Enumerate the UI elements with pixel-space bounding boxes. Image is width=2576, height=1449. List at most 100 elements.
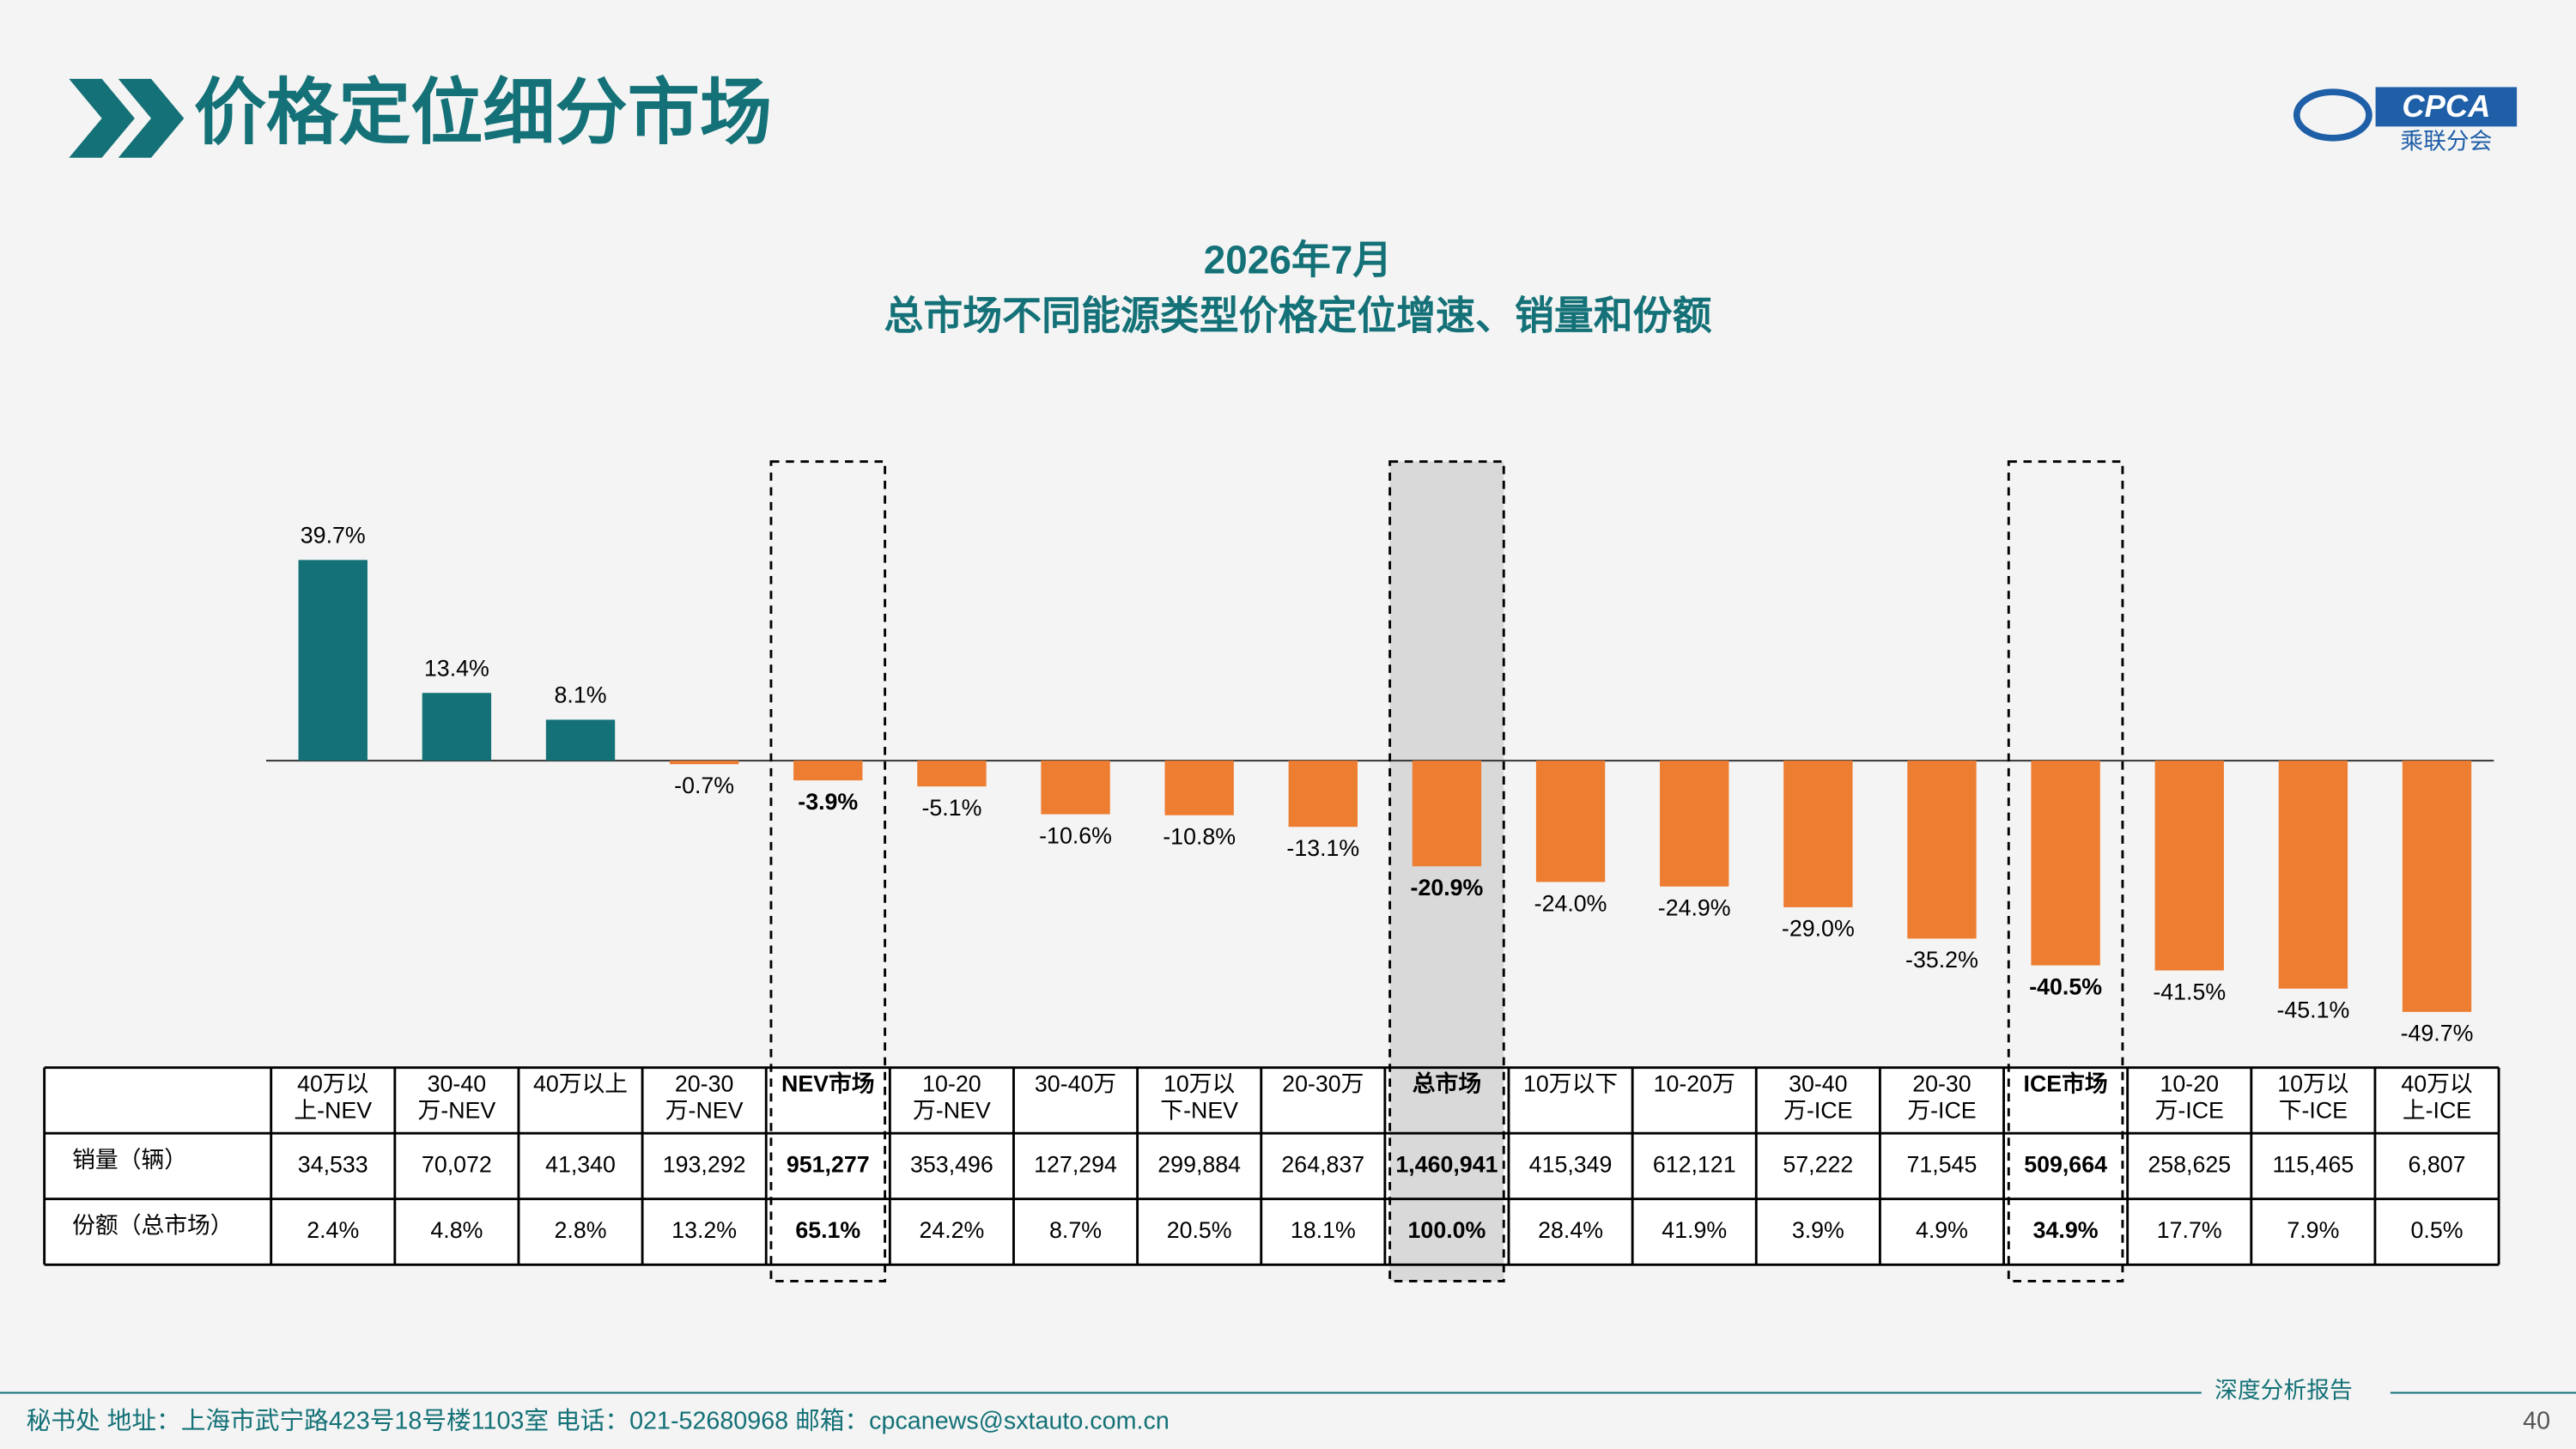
- value-label: -5.1%: [921, 795, 981, 821]
- category-line: 30-40: [428, 1071, 486, 1097]
- category-line: 20-30: [1912, 1071, 1971, 1097]
- bar: [917, 761, 987, 787]
- bar: [1660, 761, 1729, 887]
- table-cell: 0.5%: [2411, 1217, 2464, 1243]
- value-label: 8.1%: [555, 682, 607, 708]
- table-cell: 509,664: [2024, 1152, 2107, 1178]
- category-line: 万-NEV: [913, 1097, 991, 1123]
- footer-contact: 秘书处 地址：上海市武宁路423号18号楼1103室 电话：021-526809…: [27, 1408, 1170, 1435]
- table-cell: 34,533: [298, 1152, 368, 1178]
- bar: [1907, 761, 1977, 939]
- bar: [2278, 761, 2348, 989]
- value-label: -0.7%: [674, 773, 734, 798]
- table-cell: 193,292: [663, 1152, 746, 1178]
- category-line: 10-20万: [1654, 1071, 1735, 1097]
- bar: [1783, 761, 1853, 907]
- table-cell: 70,072: [422, 1152, 492, 1178]
- table-cell: 2.4%: [307, 1217, 359, 1243]
- row-label: 份额（总市场）: [72, 1212, 233, 1238]
- bar: [669, 761, 739, 765]
- category-line: 10万以: [2277, 1071, 2348, 1097]
- category-line: 30-40万: [1035, 1071, 1116, 1097]
- table-cell: 3.9%: [1792, 1217, 1844, 1243]
- value-label: -35.2%: [1905, 947, 1978, 973]
- bar: [298, 560, 368, 761]
- value-label: -10.8%: [1163, 824, 1236, 850]
- bar: [793, 761, 863, 781]
- page-title: 价格定位细分市场: [194, 72, 772, 153]
- table-cell: 258,625: [2148, 1152, 2231, 1178]
- row-label: 销量（辆）: [72, 1147, 187, 1173]
- logo-box: [2375, 87, 2518, 127]
- category-line: 下-ICE: [2279, 1097, 2348, 1123]
- highlight-box: [1388, 460, 1505, 1282]
- category-line: 10万以: [1163, 1071, 1235, 1097]
- table-cell: 415,349: [1529, 1152, 1613, 1178]
- value-label: -49.7%: [2401, 1021, 2474, 1046]
- logo-mark: [2293, 88, 2372, 142]
- table-cell: 4.8%: [430, 1217, 483, 1243]
- category-line: 40万以上: [533, 1071, 628, 1097]
- category-line: 20-30: [675, 1071, 733, 1097]
- category-label: 20-30万: [1282, 1071, 1364, 1097]
- value-label: -24.9%: [1658, 895, 1731, 921]
- bar: [1041, 761, 1110, 815]
- category-label: 40万以上: [533, 1071, 628, 1097]
- category-label: 10万以下: [1523, 1071, 1618, 1097]
- bar: [2031, 761, 2100, 966]
- logo-name: CPCA: [2402, 88, 2490, 124]
- table-cell: 299,884: [1157, 1152, 1241, 1178]
- category-line: 40万以: [297, 1071, 368, 1097]
- table-cell: 65.1%: [795, 1217, 860, 1243]
- category-line: 上-ICE: [2403, 1097, 2471, 1123]
- chart-title: 2026年7月: [1204, 237, 1392, 282]
- table-cell: 8.7%: [1049, 1217, 1102, 1243]
- category-line: 10-20: [922, 1071, 981, 1097]
- bar: [545, 719, 616, 761]
- table-bg: [44, 1067, 2500, 1265]
- category-line: 下-NEV: [1160, 1097, 1238, 1123]
- value-label: 39.7%: [301, 523, 366, 549]
- table-cell: 34.9%: [2033, 1217, 2099, 1243]
- table-cell: 71,545: [1907, 1152, 1978, 1178]
- value-label: -41.5%: [2153, 979, 2226, 1004]
- bar: [1535, 761, 1606, 882]
- table-cell: 24.2%: [919, 1217, 984, 1243]
- category-line: 上-NEV: [294, 1097, 372, 1123]
- highlight-fill: [1389, 1067, 1504, 1265]
- table-cell: 100.0%: [1408, 1217, 1486, 1243]
- bar: [1412, 761, 1482, 867]
- category-label: 40万以上-ICE: [2401, 1071, 2472, 1124]
- chart-subtitle: 总市场不同能源类型价格定位增速、销量和份额: [884, 293, 1711, 337]
- bar: [1164, 761, 1234, 815]
- table-cell: 2.8%: [555, 1217, 607, 1243]
- highlight-box: [769, 460, 887, 1282]
- category-label: 10万以下-NEV: [1160, 1071, 1238, 1124]
- table-cell: 57,222: [1783, 1152, 1853, 1178]
- category-label: 30-40 万-NEV: [418, 1071, 496, 1124]
- category-line: 10-20: [2160, 1071, 2219, 1097]
- table-cell: 7.9%: [2287, 1217, 2339, 1243]
- logo: CPCA 乘联分会: [2293, 87, 2518, 155]
- category-line: 10万以下: [1523, 1071, 1618, 1097]
- category-label: 10-20万: [1654, 1071, 1735, 1097]
- category-label: 10-20 万-ICE: [2155, 1071, 2224, 1124]
- bar: [2402, 761, 2472, 1012]
- value-label: -24.0%: [1534, 890, 1607, 916]
- category-line: 万-NEV: [418, 1097, 496, 1123]
- table-cell: 115,465: [2272, 1152, 2354, 1178]
- table-cell: 28.4%: [1538, 1217, 1603, 1243]
- logo-subtitle: 乘联分会: [2400, 129, 2492, 155]
- highlight-box: [2007, 460, 2124, 1282]
- value-label: -20.9%: [1411, 875, 1484, 900]
- table-cell: 4.9%: [1916, 1217, 1968, 1243]
- table-cell: 612,121: [1653, 1152, 1736, 1178]
- value-label: -45.1%: [2276, 997, 2349, 1023]
- value-label: -10.6%: [1039, 822, 1112, 848]
- value-label: -3.9%: [798, 789, 858, 815]
- category-line: 30-40: [1789, 1071, 1847, 1097]
- page-number: 40: [2523, 1408, 2550, 1435]
- report-label: 深度分析报告: [2215, 1378, 2353, 1404]
